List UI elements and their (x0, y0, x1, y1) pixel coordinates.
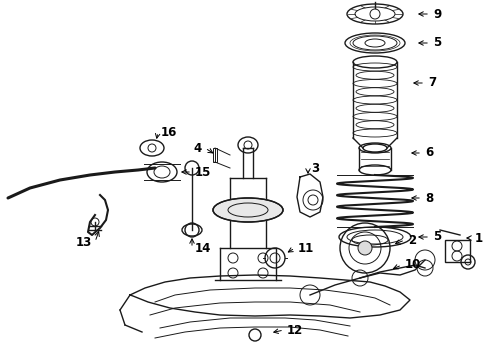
Circle shape (358, 241, 372, 255)
Text: 6: 6 (425, 147, 433, 159)
Text: 10: 10 (405, 258, 421, 271)
Text: 1: 1 (475, 231, 483, 244)
Bar (445, 240, 470, 262)
Text: 13: 13 (76, 235, 92, 248)
Bar (213, 148, 217, 162)
Text: 8: 8 (425, 192, 433, 204)
Text: 15: 15 (195, 166, 211, 179)
Text: 4: 4 (194, 141, 202, 154)
Text: 12: 12 (287, 324, 303, 337)
Text: 7: 7 (428, 77, 436, 90)
Text: 14: 14 (195, 242, 211, 255)
Text: 2: 2 (408, 234, 416, 247)
Text: 16: 16 (161, 126, 177, 139)
Ellipse shape (213, 198, 283, 222)
Text: 5: 5 (433, 36, 441, 49)
Text: 3: 3 (311, 162, 319, 175)
Text: 11: 11 (298, 242, 314, 255)
Text: 9: 9 (433, 8, 441, 21)
Text: 5: 5 (433, 230, 441, 243)
